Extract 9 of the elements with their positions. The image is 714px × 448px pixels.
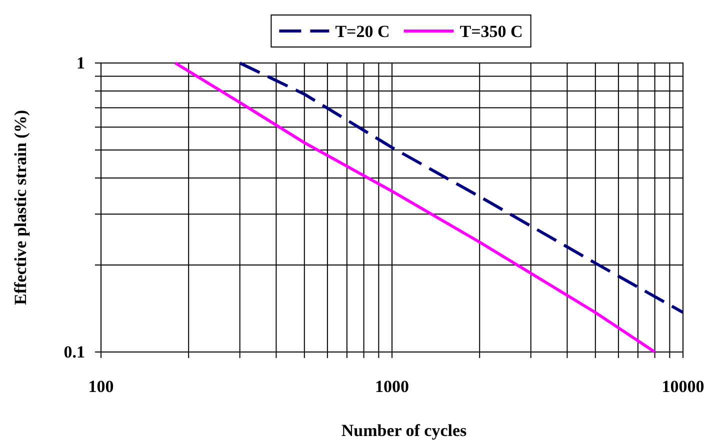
legend-label: T=350 C: [460, 22, 523, 41]
y-axis-title: Effective plastic strain (%): [11, 110, 30, 305]
x-tick-label: 10000: [662, 377, 704, 396]
y-tick-label: 1: [76, 53, 85, 72]
x-tick-label: 1000: [375, 377, 409, 396]
y-tick-label: 0.1: [64, 342, 85, 362]
legend-label: T=20 C: [335, 22, 390, 41]
x-tick-label: 100: [88, 377, 114, 396]
x-axis-title: Number of cycles: [341, 421, 468, 440]
